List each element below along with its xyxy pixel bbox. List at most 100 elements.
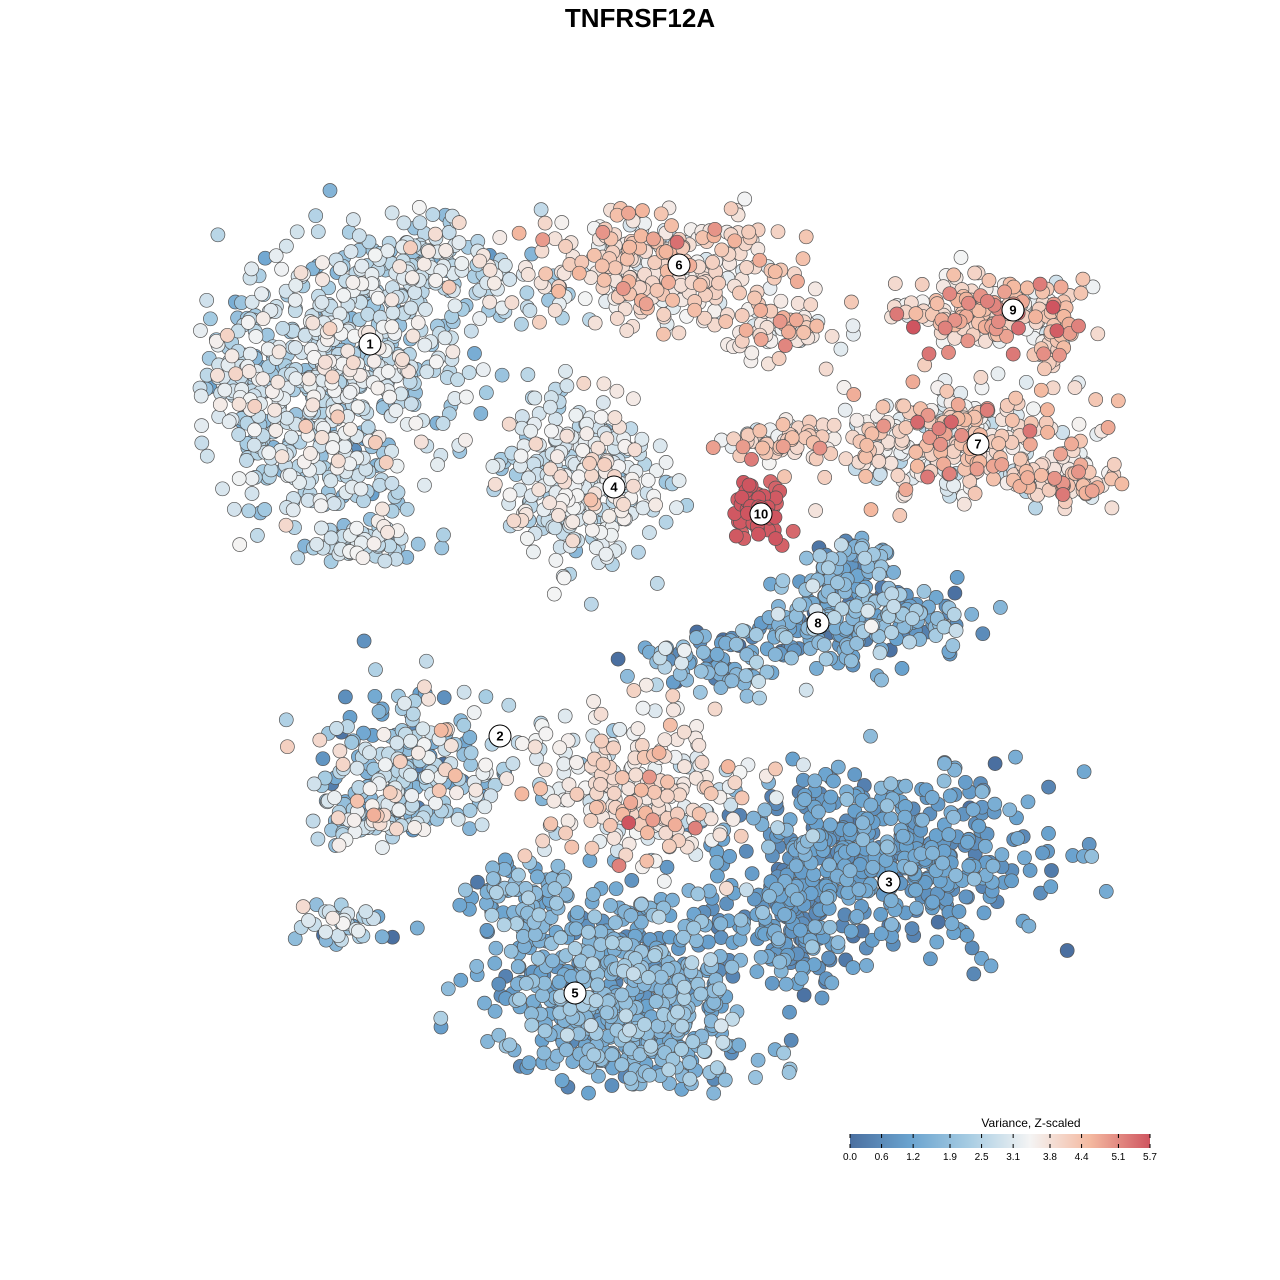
scatter-point xyxy=(845,318,861,334)
scatter-point xyxy=(537,762,553,778)
scatter-point xyxy=(587,909,603,925)
scatter-point xyxy=(929,296,945,311)
scatter-point xyxy=(399,501,415,517)
scatter-point xyxy=(389,735,405,751)
scatter-point xyxy=(961,295,976,311)
scatter-point xyxy=(961,858,977,874)
scatter-point xyxy=(804,939,820,955)
scatter-point xyxy=(326,496,342,511)
scatter-point xyxy=(593,777,608,792)
scatter-point xyxy=(720,759,736,774)
scatter-point xyxy=(458,882,473,898)
scatter-point xyxy=(487,476,503,492)
scatter-point xyxy=(661,838,677,854)
scatter-point xyxy=(739,882,754,898)
scatter-point xyxy=(293,265,309,281)
scatter-point xyxy=(717,1072,733,1088)
scatter-point xyxy=(408,415,424,431)
scatter-point xyxy=(842,822,858,837)
scatter-point xyxy=(967,486,983,501)
scatter-point xyxy=(582,853,598,868)
scatter-point xyxy=(642,1067,657,1083)
scatter-point xyxy=(960,333,976,349)
scatter-point xyxy=(368,662,383,678)
scatter-point xyxy=(653,969,669,985)
scatter-point xyxy=(1090,326,1106,342)
scatter-point xyxy=(744,345,760,361)
scatter-point xyxy=(755,440,770,456)
scatter-point xyxy=(349,760,365,776)
scatter-point xyxy=(941,827,957,842)
scatter-point xyxy=(366,536,382,552)
cluster-label-3: 3 xyxy=(877,870,901,894)
scatter-point xyxy=(703,786,719,801)
scatter-point xyxy=(727,233,743,249)
scatter-point xyxy=(488,940,504,956)
scatter-point xyxy=(894,661,910,676)
scatter-point xyxy=(355,550,371,566)
scatter-point xyxy=(846,387,862,402)
cluster-label-text: 8 xyxy=(814,616,821,631)
scatter-point xyxy=(876,418,892,434)
scatter-point xyxy=(844,294,859,310)
scatter-point xyxy=(360,306,376,322)
scatter-point xyxy=(671,325,687,341)
scatter-point xyxy=(542,495,557,511)
scatter-point xyxy=(434,540,450,556)
scatter-point xyxy=(193,388,209,404)
scatter-point xyxy=(247,422,262,438)
scatter-point xyxy=(240,315,256,330)
scatter-point xyxy=(282,467,298,483)
scatter-point xyxy=(872,645,888,661)
scatter-point xyxy=(622,239,637,255)
scatter-point xyxy=(494,367,510,383)
scatter-point xyxy=(785,523,801,539)
scatter-point xyxy=(447,298,463,314)
scatter-point xyxy=(611,858,627,873)
scatter-point xyxy=(674,655,689,671)
scatter-point xyxy=(330,810,346,826)
scatter-point xyxy=(838,451,854,467)
scatter-point xyxy=(397,695,412,711)
scatter-point xyxy=(571,265,587,281)
scatter-point xyxy=(557,708,573,724)
scatter-point xyxy=(761,839,776,855)
scatter-point xyxy=(411,200,427,215)
scatter-point xyxy=(936,773,952,789)
scatter-point xyxy=(954,428,969,443)
scatter-point xyxy=(855,815,870,831)
scatter-point xyxy=(755,905,770,920)
scatter-point xyxy=(267,402,283,418)
scatter-point xyxy=(615,281,631,296)
scatter-point xyxy=(707,221,723,237)
scatter-point xyxy=(537,1023,553,1039)
cluster-label-10: 10 xyxy=(749,502,773,526)
scatter-point xyxy=(959,928,975,943)
scatter-point xyxy=(376,727,392,742)
scatter-point xyxy=(884,917,899,932)
scatter-point xyxy=(220,327,235,343)
scatter-point xyxy=(567,941,583,956)
scatter-point xyxy=(960,834,975,850)
scatter-point xyxy=(458,389,474,405)
scatter-point xyxy=(1022,423,1038,439)
scatter-point xyxy=(586,1047,602,1063)
scatter-point xyxy=(966,966,982,982)
scatter-point xyxy=(728,636,744,652)
scatter-point xyxy=(666,702,681,718)
scatter-point xyxy=(662,983,678,999)
scatter-point xyxy=(809,318,825,334)
scatter-point xyxy=(908,306,924,321)
colorbar-title: Variance, Z-scaled xyxy=(981,1116,1080,1130)
scatter-point xyxy=(491,976,507,992)
scatter-point xyxy=(607,915,623,931)
scatter-point xyxy=(531,907,547,923)
scatter-point xyxy=(549,895,564,911)
scatter-point xyxy=(752,252,768,268)
scatter-point xyxy=(470,874,485,890)
scatter-point xyxy=(724,673,740,689)
colorbar-tick-label: 1.9 xyxy=(943,1152,957,1163)
scatter-point xyxy=(275,320,291,336)
scatter-point xyxy=(378,455,394,470)
scatter-point xyxy=(330,453,346,469)
